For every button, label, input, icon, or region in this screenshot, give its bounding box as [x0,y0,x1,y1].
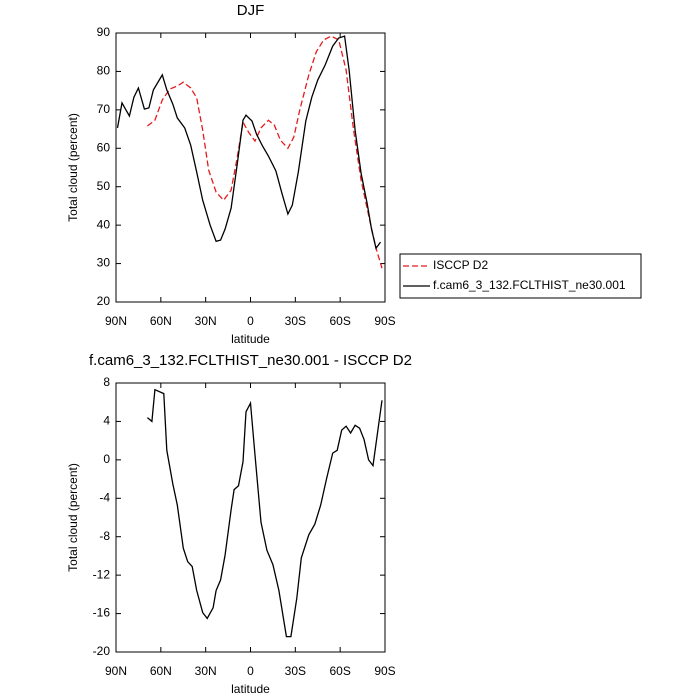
x-tick-label: 60S [329,314,350,328]
y-tick-label: 30 [97,256,111,270]
x-tick-label: 90S [374,664,395,678]
plot-frame [115,382,386,653]
x-tick-label: 0 [247,664,254,678]
x-tick-label: 60S [329,664,350,678]
y-tick-label: 60 [97,140,111,154]
data-line [147,35,383,269]
plot-frame [115,32,386,303]
y-tick-label: -20 [93,644,111,658]
legend-label: f.cam6_3_132.FCLTHIST_ne30.001 [433,278,626,292]
data-line [146,388,383,638]
y-tick-label: -8 [99,529,110,543]
y-tick-label: 4 [103,414,110,428]
y-tick-label: -12 [93,567,111,581]
x-tick-label: 60N [150,664,172,678]
y-tick-label: 20 [97,294,111,308]
x-tick-label: 90N [105,664,127,678]
y-axis-label: Total cloud (percent) [66,463,80,572]
y-tick-label: 80 [97,64,111,78]
y-tick-label: -4 [99,490,110,504]
x-tick-label: 30N [195,664,217,678]
x-tick-label: 0 [247,314,254,328]
x-tick-label: 30S [285,664,306,678]
y-tick-label: 90 [97,25,111,39]
x-axis-label: latitude [231,682,270,696]
data-line [116,35,382,250]
x-axis-label: latitude [231,332,270,346]
x-tick-label: 90N [105,314,127,328]
x-tick-label: 90S [374,314,395,328]
legend-label: ISCCP D2 [433,258,488,272]
x-tick-label: 30N [195,314,217,328]
y-tick-label: 0 [103,452,110,466]
chart-title: f.cam6_3_132.FCLTHIST_ne30.001 - ISCCP D… [89,352,412,369]
y-tick-label: 40 [97,217,111,231]
x-tick-label: 60N [150,314,172,328]
x-tick-label: 30S [285,314,306,328]
y-axis-label: Total cloud (percent) [66,113,80,222]
y-tick-label: 8 [103,375,110,389]
y-tick-label: -16 [93,606,111,620]
legend-box [399,253,642,299]
y-tick-label: 70 [97,102,111,116]
chart-title: DJF [237,2,265,19]
y-tick-label: 50 [97,179,111,193]
